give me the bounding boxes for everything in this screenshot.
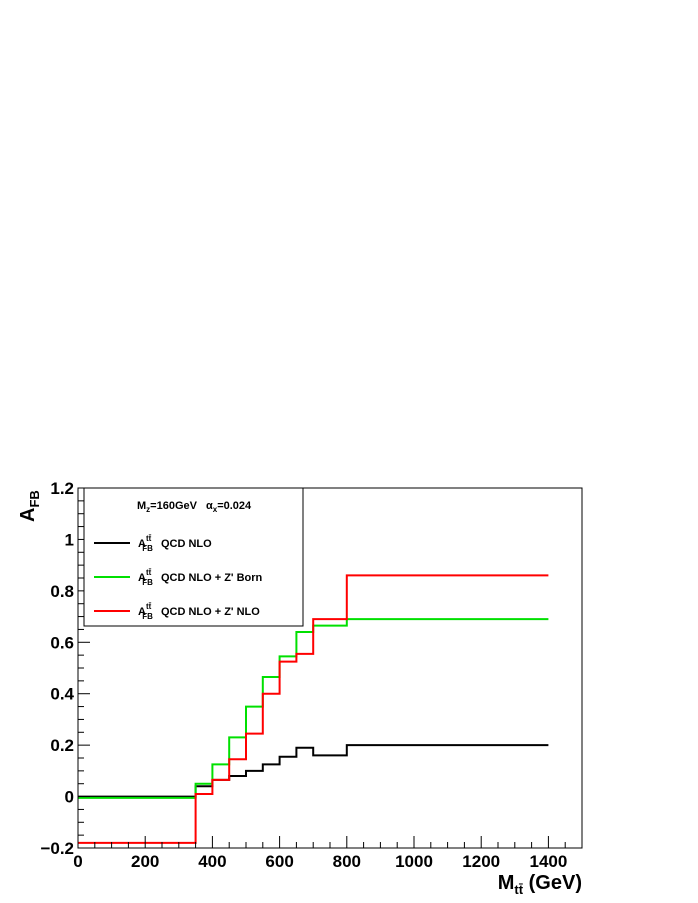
legend-header-alpha-sub: x bbox=[213, 505, 218, 514]
x-tick-label: 800 bbox=[333, 852, 361, 871]
legend-box bbox=[83, 487, 304, 627]
x-axis-title-sub: tt̄ bbox=[514, 882, 523, 897]
x-tick-label: 0 bbox=[73, 852, 82, 871]
x-tick-label: 400 bbox=[198, 852, 226, 871]
y-tick-label: −0.2 bbox=[40, 839, 74, 858]
series-line-qcd-nlo bbox=[78, 744, 549, 798]
legend-header-alpha: α bbox=[206, 500, 213, 512]
legend-header-m-val: =160GeV bbox=[150, 500, 197, 512]
x-axis-title-main: M bbox=[498, 872, 515, 894]
y-axis-title-sub: FB bbox=[27, 490, 42, 507]
y-tick-label: 0.8 bbox=[50, 582, 74, 601]
y-axis: −0.2 0 0.2 0.4 0.6 0.8 1 1.2 bbox=[40, 479, 90, 858]
series-layer bbox=[78, 574, 549, 844]
legend-label-qcd-nlo-z-born: Att̄ FB QCD NLO + Z' Born bbox=[138, 568, 263, 587]
x-axis-title-unit: (GeV) bbox=[523, 872, 582, 894]
series-line-qcd-nlo-z-nlo bbox=[78, 574, 549, 844]
y-tick-label: 1 bbox=[65, 530, 74, 549]
x-tick-label: 1000 bbox=[395, 852, 433, 871]
y-tick-label: 0.6 bbox=[50, 633, 74, 652]
x-tick-label: 1200 bbox=[462, 852, 500, 871]
legend-label-qcd-nlo-z-nlo: Att̄ FB QCD NLO + Z' NLO bbox=[138, 602, 260, 621]
legend-entries: Att̄ FB QCD NLO Att̄ FB QCD NLO + Z' Born Att̄… bbox=[94, 534, 263, 621]
x-tick-label: 1400 bbox=[529, 852, 567, 871]
y-tick-label: 1.2 bbox=[50, 479, 74, 498]
legend-header-m-sub: z bbox=[146, 505, 150, 514]
x-tick-label: 600 bbox=[265, 852, 293, 871]
x-axis: 0 200 400 600 800 1000 1200 1400 bbox=[73, 836, 567, 871]
y-axis-title-main: A bbox=[17, 508, 39, 522]
y-axis-title: AFB bbox=[17, 490, 42, 522]
legend-header-alpha-val: =0.024 bbox=[217, 500, 252, 512]
y-tick-label: 0.4 bbox=[50, 685, 74, 704]
y-tick-label: 0 bbox=[65, 788, 74, 807]
legend-header-m: M bbox=[137, 500, 146, 512]
legend-label-qcd-nlo: Att̄ FB QCD NLO bbox=[138, 534, 212, 553]
y-tick-label: 0.2 bbox=[50, 736, 74, 755]
x-axis-title: Mtt̄ (GeV) bbox=[498, 872, 582, 897]
legend-header: Mz=160GeV αx=0.024 bbox=[137, 500, 252, 514]
x-tick-label: 200 bbox=[131, 852, 159, 871]
